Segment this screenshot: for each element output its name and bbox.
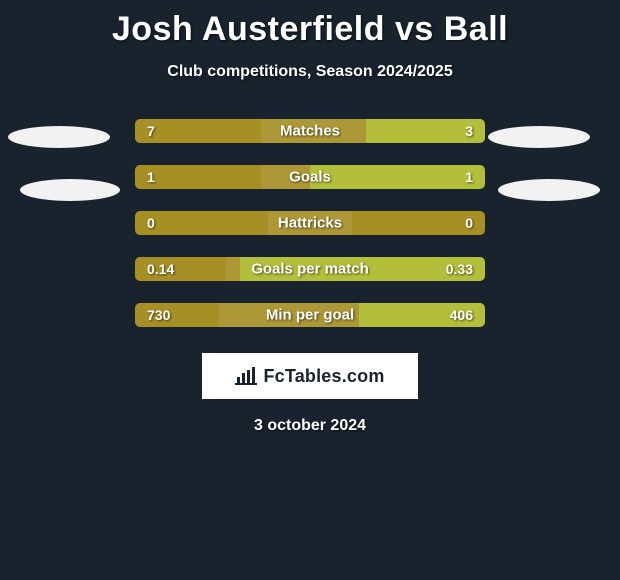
stat-row: Matches73 (135, 119, 485, 143)
player-left-oval-1 (8, 126, 110, 148)
stat-row: Hattricks00 (135, 211, 485, 235)
watermark-text: FcTables.com (263, 366, 384, 387)
stat-row: Min per goal730406 (135, 303, 485, 327)
player-left-oval-2 (20, 179, 120, 201)
page-subtitle: Club competitions, Season 2024/2025 (0, 63, 620, 81)
page-title: Josh Austerfield vs Ball (0, 0, 620, 49)
player-right-oval-2 (498, 179, 600, 201)
bar-chart-icon (235, 367, 257, 385)
player-right-oval-1 (488, 126, 590, 148)
stat-row: Goals per match0.140.33 (135, 257, 485, 281)
footer-date: 3 october 2024 (0, 417, 620, 435)
comparison-rows: Matches73 Goals11 Hattricks00 Goals per mat… (135, 119, 485, 327)
watermark: FcTables.com (202, 353, 418, 399)
stat-row: Goals11 (135, 165, 485, 189)
